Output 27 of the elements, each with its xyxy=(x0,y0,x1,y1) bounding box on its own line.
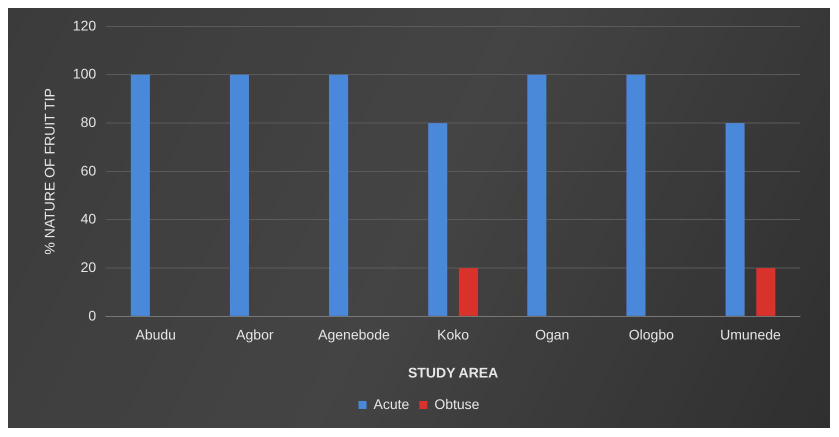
x-tick-label: Abudu xyxy=(135,326,176,343)
y-tick-label: 80 xyxy=(80,114,96,130)
y-tick-label: 20 xyxy=(80,258,96,275)
x-tick-label: Ologbo xyxy=(628,326,674,343)
y-tick-label: 60 xyxy=(80,162,96,178)
bar xyxy=(329,74,348,316)
bar xyxy=(230,74,249,316)
bar xyxy=(756,268,776,316)
x-tick-label: Ogan xyxy=(535,326,570,343)
bar xyxy=(130,74,150,316)
y-tick-label: 0 xyxy=(88,307,96,324)
x-tick-label: Agbor xyxy=(236,326,274,343)
x-tick-label: Umunede xyxy=(720,326,782,343)
x-tick-label: Koko xyxy=(437,326,470,343)
bar xyxy=(726,123,745,316)
bar xyxy=(428,123,448,316)
bar xyxy=(626,74,646,316)
legend-label: Obtuse xyxy=(434,396,480,412)
y-tick-label: 100 xyxy=(72,66,96,82)
y-tick-label: 120 xyxy=(72,17,96,34)
bar xyxy=(527,74,546,316)
bar xyxy=(458,268,478,316)
y-axis-title: % NATURE OF FRUIT TIP xyxy=(41,88,58,255)
legend-label: Acute xyxy=(374,396,410,412)
y-tick-label: 40 xyxy=(80,210,96,227)
x-axis-title: STUDY AREA xyxy=(408,364,498,380)
x-tick-label: Agenebode xyxy=(318,326,390,343)
